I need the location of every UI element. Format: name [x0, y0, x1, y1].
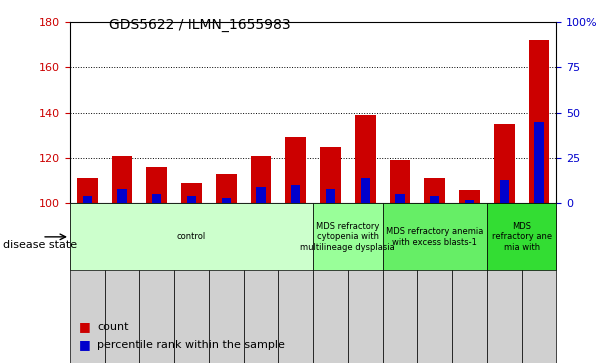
FancyBboxPatch shape — [382, 203, 417, 363]
Text: percentile rank within the sample: percentile rank within the sample — [97, 340, 285, 351]
Text: count: count — [97, 322, 129, 333]
Bar — [70, 203, 313, 270]
Bar — [216, 174, 237, 203]
FancyBboxPatch shape — [244, 203, 278, 363]
Bar — [326, 189, 335, 203]
FancyBboxPatch shape — [522, 203, 556, 363]
Bar — [221, 198, 231, 203]
FancyBboxPatch shape — [278, 203, 313, 363]
Text: GDS5622 / ILMN_1655983: GDS5622 / ILMN_1655983 — [109, 18, 291, 32]
Text: disease state: disease state — [3, 240, 77, 250]
Bar — [382, 203, 487, 270]
Text: control: control — [177, 232, 206, 241]
Bar — [250, 156, 271, 203]
Bar — [117, 189, 126, 203]
Bar — [459, 189, 480, 203]
Bar — [390, 160, 410, 203]
Text: MDS refractory
cytopenia with
multilineage dysplasia: MDS refractory cytopenia with multilinea… — [300, 222, 395, 252]
Bar — [112, 156, 133, 203]
FancyBboxPatch shape — [452, 203, 487, 363]
Bar — [257, 187, 266, 203]
FancyBboxPatch shape — [209, 203, 244, 363]
Bar — [534, 122, 544, 203]
FancyBboxPatch shape — [174, 203, 209, 363]
Bar — [313, 203, 382, 270]
Bar — [494, 124, 514, 203]
FancyBboxPatch shape — [417, 203, 452, 363]
FancyBboxPatch shape — [487, 203, 522, 363]
FancyBboxPatch shape — [105, 203, 139, 363]
Bar — [465, 200, 474, 203]
Bar — [77, 178, 98, 203]
Bar — [430, 196, 440, 203]
FancyBboxPatch shape — [348, 203, 382, 363]
Bar — [147, 167, 167, 203]
Text: MDS
refractory ane
mia with: MDS refractory ane mia with — [491, 222, 551, 252]
Bar — [83, 196, 92, 203]
Bar — [487, 203, 556, 270]
Text: MDS refractory anemia
with excess blasts-1: MDS refractory anemia with excess blasts… — [386, 227, 483, 246]
Bar — [291, 185, 300, 203]
Bar — [152, 194, 162, 203]
Text: ■: ■ — [79, 320, 91, 333]
Bar — [500, 180, 509, 203]
Bar — [424, 178, 445, 203]
Bar — [320, 147, 341, 203]
FancyBboxPatch shape — [313, 203, 348, 363]
Bar — [395, 194, 405, 203]
Bar — [355, 115, 376, 203]
FancyBboxPatch shape — [70, 203, 105, 363]
Text: ■: ■ — [79, 338, 91, 351]
Bar — [361, 178, 370, 203]
Bar — [285, 138, 306, 203]
FancyBboxPatch shape — [139, 203, 174, 363]
Bar — [181, 183, 202, 203]
Bar — [187, 196, 196, 203]
Bar — [528, 40, 550, 203]
